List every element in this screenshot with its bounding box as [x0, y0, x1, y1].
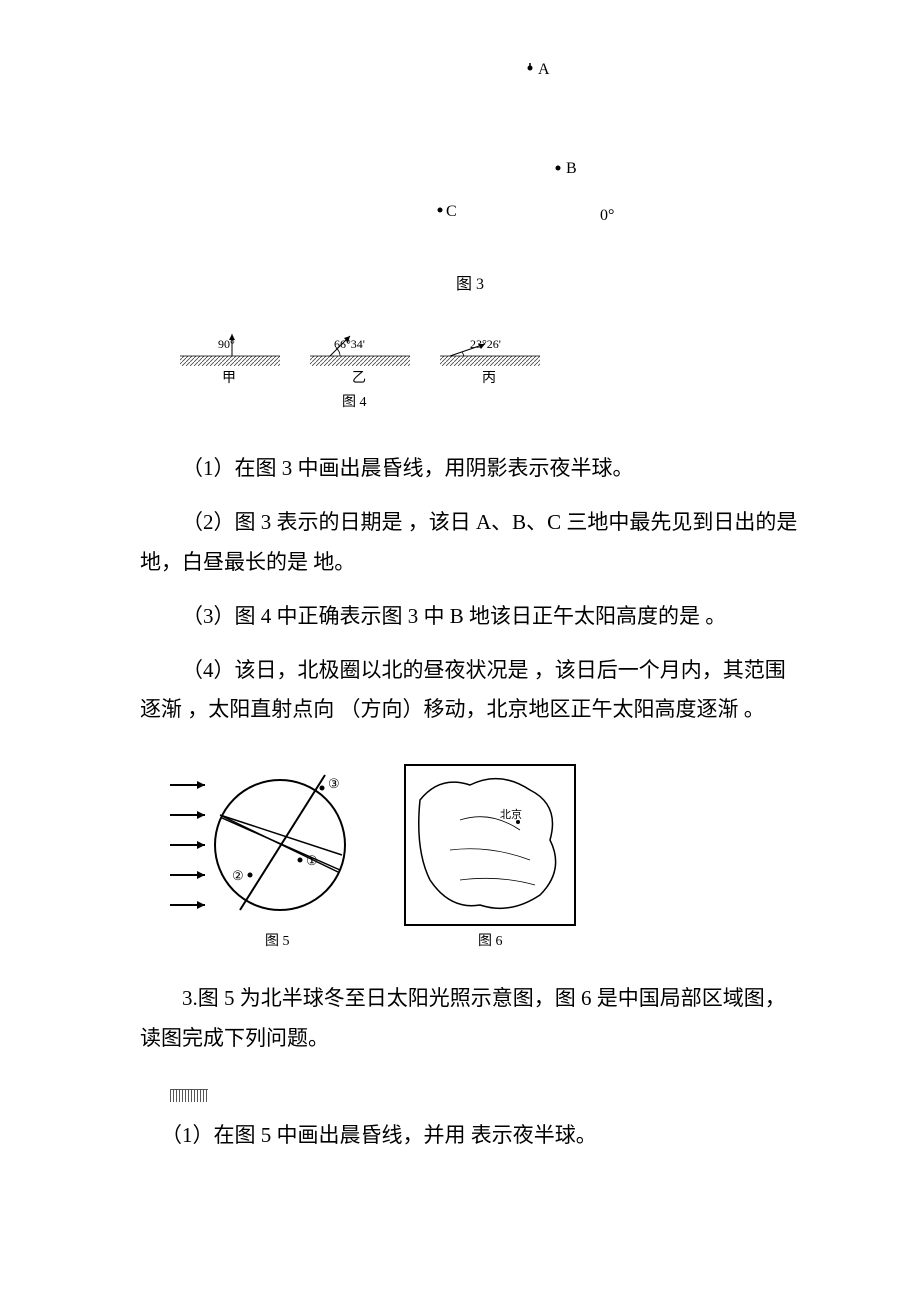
- q2-text: （2）图 3 表示的日期是 ，该日 A、B、C 三地中最先见到日出的是 地，白昼…: [140, 503, 800, 583]
- pt-c-label: C: [446, 203, 457, 220]
- svg-text:66°34': 66°34': [334, 337, 365, 351]
- figure-6-caption: 图 6: [478, 934, 503, 949]
- zero-label: 0°: [600, 207, 614, 224]
- figure-4: 90° 甲 66°34' 乙 23°26': [170, 334, 800, 419]
- svg-text:23°26': 23°26': [470, 337, 501, 351]
- pt-b-label: B: [566, 160, 577, 177]
- svg-text:丙: 丙: [482, 371, 496, 386]
- figure-3-caption: 图 3: [140, 270, 800, 294]
- figure-4-caption: 图 4: [342, 395, 367, 410]
- figure-5-6-svg: ① ② ③ 图 5 北京 图 6: [170, 760, 590, 960]
- svg-text:②: ②: [232, 868, 244, 883]
- figure-3-svg: A B C 0°: [310, 60, 630, 260]
- shade-legend-icon: [170, 1089, 208, 1102]
- svg-text:甲: 甲: [222, 371, 236, 386]
- figure-5-caption: 图 5: [265, 934, 290, 949]
- svg-text:③: ③: [328, 776, 340, 791]
- figure-4-svg: 90° 甲 66°34' 乙 23°26': [170, 334, 600, 414]
- svg-text:北京: 北京: [500, 807, 522, 821]
- sub-q1: （1）在图 5 中画出晨昏线，并用 表示夜半球。: [140, 1116, 800, 1156]
- q4-text: （4）该日，北极圈以北的昼夜状况是 ，该日后一个月内，其范围逐渐 ，太阳直射点向…: [140, 651, 800, 731]
- q1-text: （1）在图 3 中画出晨昏线，用阴影表示夜半球。: [140, 449, 800, 489]
- intro-3: 3.图 5 为北半球冬至日太阳光照示意图，图 6 是中国局部区域图，读图完成下列…: [140, 979, 800, 1059]
- pt-a-label: A: [538, 61, 550, 78]
- svg-text:乙: 乙: [352, 370, 366, 386]
- figure-3: A B C 0°: [310, 60, 630, 260]
- figure-5-6: ① ② ③ 图 5 北京 图 6: [170, 760, 800, 965]
- svg-text:①: ①: [306, 853, 318, 868]
- q3-text: （3）图 4 中正确表示图 3 中 B 地该日正午太阳高度的是 。: [140, 597, 800, 637]
